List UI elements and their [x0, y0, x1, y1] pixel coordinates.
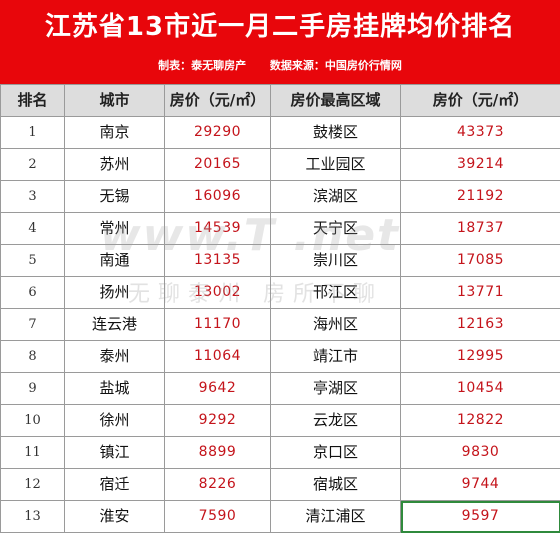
district-cell[interactable]: 宿城区 [270, 468, 401, 501]
rank-cell[interactable]: 2 [0, 148, 65, 181]
district-cell[interactable]: 鼓楼区 [270, 116, 401, 149]
rank-cell[interactable]: 7 [0, 308, 65, 341]
price-cell[interactable]: 13002 [164, 276, 271, 309]
city-cell[interactable]: 苏州 [64, 148, 165, 181]
district-price-cell[interactable]: 12163 [400, 308, 560, 341]
table-row: 3 无锡 16096 滨湖区 21192 [0, 180, 560, 213]
column-header-price[interactable]: 房价（元/㎡） [164, 84, 271, 117]
table-row: 13 淮安 7590 清江浦区 9597 [0, 500, 560, 533]
price-cell[interactable]: 16096 [164, 180, 271, 213]
rank-cell[interactable]: 12 [0, 468, 65, 501]
table-row: 10 徐州 9292 云龙区 12822 [0, 404, 560, 437]
rank-cell[interactable]: 5 [0, 244, 65, 277]
district-price-cell[interactable]: 9744 [400, 468, 560, 501]
district-price-cell[interactable]: 10454 [400, 372, 560, 405]
district-cell[interactable]: 崇川区 [270, 244, 401, 277]
district-price-cell[interactable]: 9830 [400, 436, 560, 469]
district-price-cell[interactable]: 39214 [400, 148, 560, 181]
district-cell[interactable]: 工业园区 [270, 148, 401, 181]
district-cell[interactable]: 亭湖区 [270, 372, 401, 405]
district-cell[interactable]: 海州区 [270, 308, 401, 341]
table-row: 2 苏州 20165 工业园区 39214 [0, 148, 560, 181]
district-cell[interactable]: 邗江区 [270, 276, 401, 309]
column-header-rank[interactable]: 排名 [0, 84, 65, 117]
city-cell[interactable]: 南京 [64, 116, 165, 149]
district-price-cell[interactable]: 18737 [400, 212, 560, 245]
price-cell[interactable]: 14539 [164, 212, 271, 245]
city-cell[interactable]: 徐州 [64, 404, 165, 437]
column-header-top-district[interactable]: 房价最高区域 [270, 84, 401, 117]
district-price-cell[interactable]: 13771 [400, 276, 560, 309]
district-price-cell[interactable]: 21192 [400, 180, 560, 213]
district-price-cell[interactable]: 12995 [400, 340, 560, 373]
maker-credit: 制表：泰无聊房产 [158, 59, 247, 72]
price-cell[interactable]: 29290 [164, 116, 271, 149]
table-row: 5 南通 13135 崇川区 17085 [0, 244, 560, 277]
title-banner: 江苏省13市近一月二手房挂牌均价排名 制表：泰无聊房产 数据来源：中国房价行情网 [0, 0, 560, 84]
price-cell[interactable]: 8899 [164, 436, 271, 469]
table-row: 12 宿迁 8226 宿城区 9744 [0, 468, 560, 501]
district-price-cell[interactable]: 12822 [400, 404, 560, 437]
rank-cell[interactable]: 3 [0, 180, 65, 213]
column-header-city[interactable]: 城市 [64, 84, 165, 117]
table-row: 11 镇江 8899 京口区 9830 [0, 436, 560, 469]
price-cell[interactable]: 9642 [164, 372, 271, 405]
table-header-row: 排名 城市 房价（元/㎡） 房价最高区域 房价（元/㎡） [0, 84, 560, 117]
city-cell[interactable]: 连云港 [64, 308, 165, 341]
price-cell[interactable]: 13135 [164, 244, 271, 277]
district-cell[interactable]: 清江浦区 [270, 500, 401, 533]
price-cell[interactable]: 8226 [164, 468, 271, 501]
city-cell[interactable]: 盐城 [64, 372, 165, 405]
subtitle: 制表：泰无聊房产 数据来源：中国房价行情网 [0, 58, 560, 74]
city-cell[interactable]: 无锡 [64, 180, 165, 213]
district-cell[interactable]: 滨湖区 [270, 180, 401, 213]
district-cell[interactable]: 靖江市 [270, 340, 401, 373]
column-header-district-price[interactable]: 房价（元/㎡） [400, 84, 560, 117]
table-row: 8 泰州 11064 靖江市 12995 [0, 340, 560, 373]
price-cell[interactable]: 11064 [164, 340, 271, 373]
district-price-cell[interactable]: 17085 [400, 244, 560, 277]
data-source: 数据来源：中国房价行情网 [269, 59, 402, 72]
rank-cell[interactable]: 6 [0, 276, 65, 309]
city-cell[interactable]: 南通 [64, 244, 165, 277]
price-cell[interactable]: 11170 [164, 308, 271, 341]
rank-cell[interactable]: 9 [0, 372, 65, 405]
city-cell[interactable]: 镇江 [64, 436, 165, 469]
price-cell[interactable]: 20165 [164, 148, 271, 181]
city-cell[interactable]: 宿迁 [64, 468, 165, 501]
district-cell[interactable]: 天宁区 [270, 212, 401, 245]
rank-cell[interactable]: 10 [0, 404, 65, 437]
rank-cell[interactable]: 8 [0, 340, 65, 373]
price-ranking-table: 排名 城市 房价（元/㎡） 房价最高区域 房价（元/㎡） 1 南京 29290 鼓楼区… [0, 84, 560, 533]
table-body: 1 南京 29290 鼓楼区 43373 2 苏州 20165 工业园区 39214 3 无锡 1609… [0, 116, 560, 533]
price-cell[interactable]: 9292 [164, 404, 271, 437]
city-cell[interactable]: 淮安 [64, 500, 165, 533]
table-row: 4 常州 14539 天宁区 18737 [0, 212, 560, 245]
city-cell[interactable]: 扬州 [64, 276, 165, 309]
city-cell[interactable]: 泰州 [64, 340, 165, 373]
district-price-cell[interactable]: 43373 [400, 116, 560, 149]
rank-cell[interactable]: 4 [0, 212, 65, 245]
city-cell[interactable]: 常州 [64, 212, 165, 245]
district-cell[interactable]: 云龙区 [270, 404, 401, 437]
district-cell[interactable]: 京口区 [270, 436, 401, 469]
table-row: 7 连云港 11170 海州区 12163 [0, 308, 560, 341]
district-price-cell[interactable]: 9597 [400, 500, 560, 533]
price-cell[interactable]: 7590 [164, 500, 271, 533]
table-row: 6 扬州 13002 邗江区 13771 [0, 276, 560, 309]
page-title: 江苏省13市近一月二手房挂牌均价排名 [44, 12, 516, 42]
rank-cell[interactable]: 13 [0, 500, 65, 533]
rank-cell[interactable]: 1 [0, 116, 65, 149]
rank-cell[interactable]: 11 [0, 436, 65, 469]
table-row: 1 南京 29290 鼓楼区 43373 [0, 116, 560, 149]
table-row: 9 盐城 9642 亭湖区 10454 [0, 372, 560, 405]
